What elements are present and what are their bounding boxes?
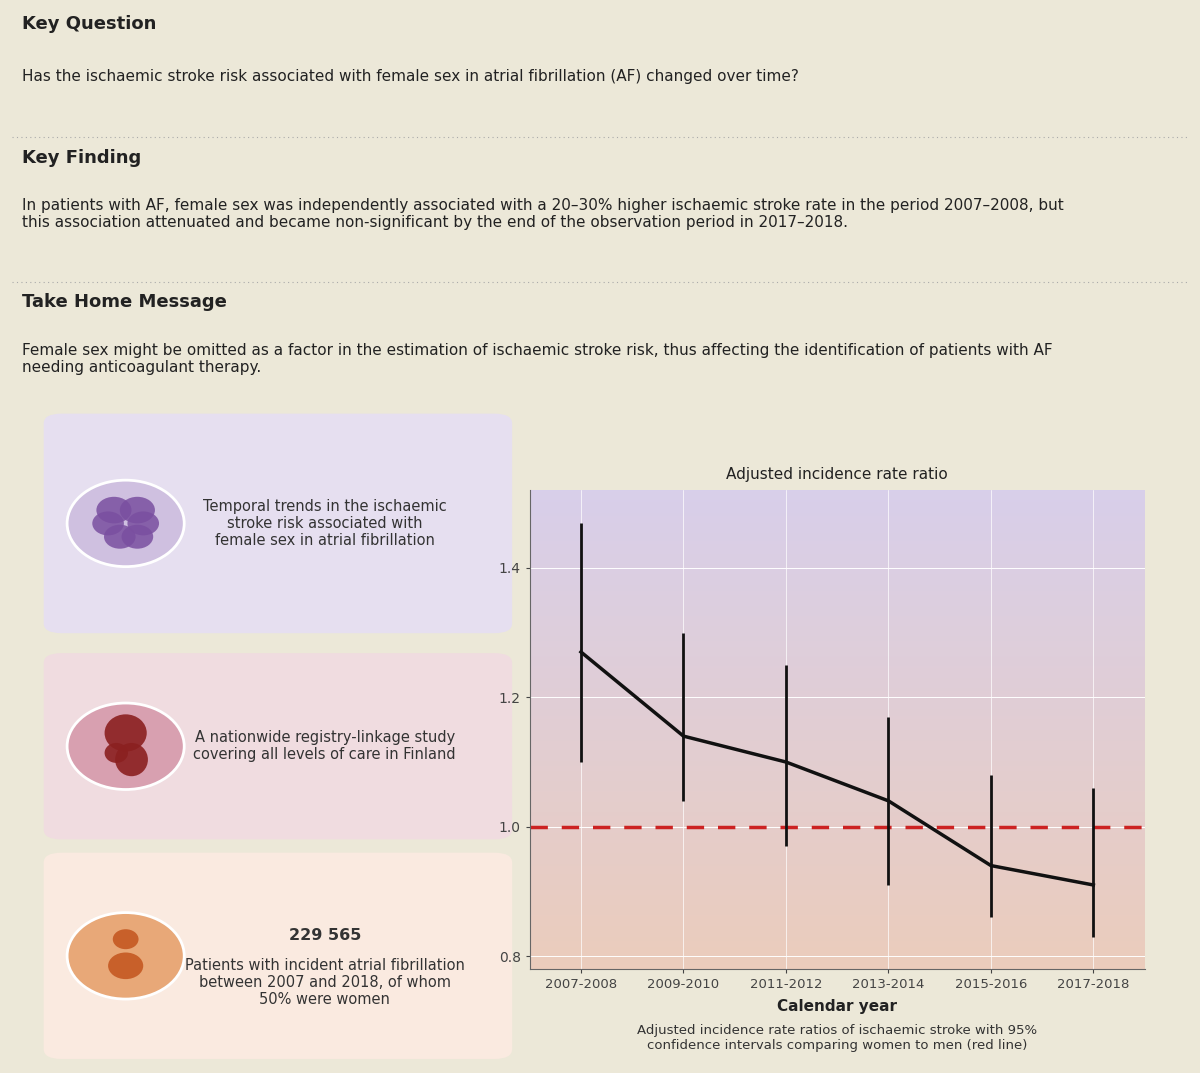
Ellipse shape [104,525,136,548]
Text: Has the ischaemic stroke risk associated with female sex in atrial fibrillation : Has the ischaemic stroke risk associated… [22,69,798,84]
FancyBboxPatch shape [43,653,512,839]
Text: In patients with AF, female sex was independently associated with a 20–30% highe: In patients with AF, female sex was inde… [22,199,1063,231]
Ellipse shape [92,512,124,535]
Ellipse shape [104,743,128,763]
Ellipse shape [96,497,132,524]
Ellipse shape [67,912,185,999]
Text: 229 565: 229 565 [288,928,361,943]
Text: Take Home Message: Take Home Message [22,293,227,311]
Text: Adjusted incidence rate ratios of ischaemic stroke with 95%
confidence intervals: Adjusted incidence rate ratios of ischae… [637,1025,1037,1053]
Ellipse shape [108,953,143,979]
X-axis label: Calendar year: Calendar year [778,999,898,1014]
Text: Patients with incident atrial fibrillation
between 2007 and 2018, of whom
50% we: Patients with incident atrial fibrillati… [185,957,464,1008]
Ellipse shape [67,481,185,567]
Text: Temporal trends in the ischaemic
stroke risk associated with
female sex in atria: Temporal trends in the ischaemic stroke … [203,499,446,548]
FancyBboxPatch shape [43,853,512,1059]
Ellipse shape [67,703,185,790]
Text: Key Question: Key Question [22,15,156,33]
Text: Female sex might be omitted as a factor in the estimation of ischaemic stroke ri: Female sex might be omitted as a factor … [22,343,1052,376]
Ellipse shape [121,525,154,548]
Ellipse shape [127,512,160,535]
Ellipse shape [104,715,146,751]
Ellipse shape [115,743,148,776]
Text: Key Finding: Key Finding [22,148,140,166]
Text: A nationwide registry-linkage study
covering all levels of care in Finland: A nationwide registry-linkage study cove… [193,730,456,763]
Title: Adjusted incidence rate ratio: Adjusted incidence rate ratio [726,467,948,482]
Ellipse shape [113,929,138,950]
Ellipse shape [120,497,155,524]
FancyBboxPatch shape [43,413,512,633]
